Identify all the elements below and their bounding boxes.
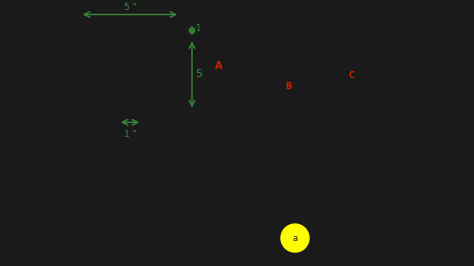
Text: 1 ": 1 ": [124, 130, 137, 139]
Text: 100 lb/ft: 100 lb/ft: [240, 35, 273, 44]
Text: The maximum: The maximum: [228, 143, 309, 153]
Text: 4': 4': [316, 105, 324, 114]
Polygon shape: [281, 71, 295, 82]
Text: Determine: Determine: [228, 130, 287, 140]
Text: a: a: [292, 234, 298, 243]
Text: B: B: [285, 82, 292, 91]
Text: x: x: [215, 94, 219, 103]
Text: • Tensile flexural: • Tensile flexural: [236, 177, 318, 187]
Bar: [420, 1, 474, 266]
Text: 4': 4': [380, 105, 387, 114]
Text: stress .: stress .: [248, 187, 283, 197]
Text: 4': 4': [253, 105, 260, 114]
Text: 5 ": 5 ": [124, 2, 137, 11]
Text: stress .: stress .: [248, 165, 283, 175]
Bar: [225, 48, 288, 63]
Text: C: C: [349, 71, 355, 80]
Text: 1: 1: [195, 24, 200, 33]
Text: 5: 5: [195, 69, 202, 79]
Text: A: A: [215, 61, 223, 71]
Text: • Compressive flexural: • Compressive flexural: [236, 155, 348, 165]
Text: 1: 1: [418, 95, 422, 101]
Circle shape: [281, 224, 309, 252]
Bar: [0, 1, 55, 266]
Text: 1000 lb: 1000 lb: [355, 30, 383, 39]
Text: D: D: [419, 61, 427, 71]
